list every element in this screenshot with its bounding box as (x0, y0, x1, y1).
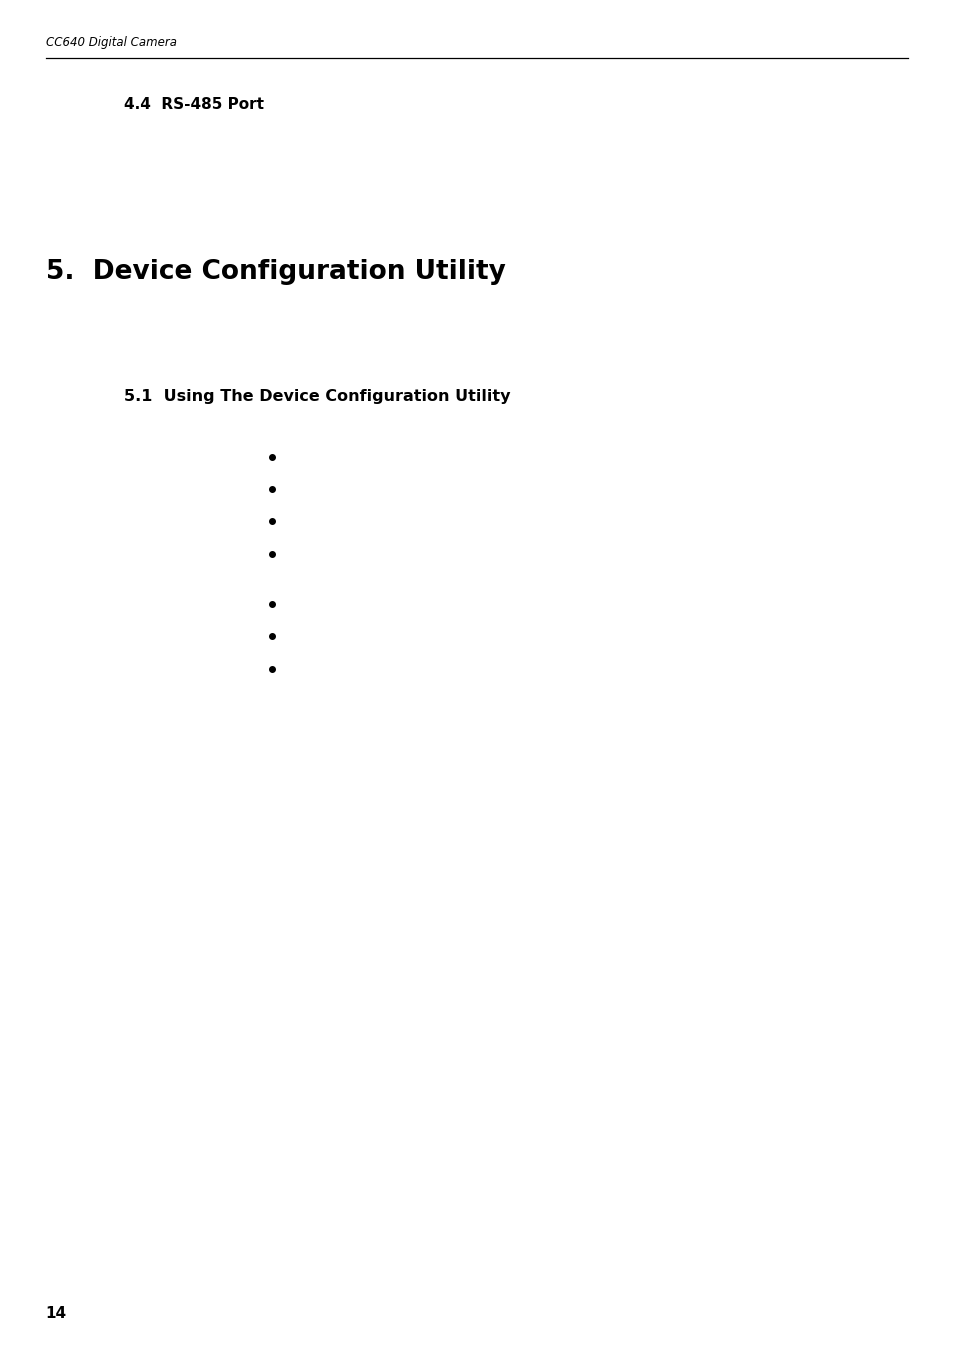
Text: 5.  Device Configuration Utility: 5. Device Configuration Utility (46, 259, 505, 285)
Text: 5.1  Using The Device Configuration Utility: 5.1 Using The Device Configuration Utili… (124, 389, 510, 404)
Text: CC640 Digital Camera: CC640 Digital Camera (46, 36, 176, 50)
Text: 4.4  RS-485 Port: 4.4 RS-485 Port (124, 97, 264, 112)
Text: 14: 14 (46, 1306, 67, 1321)
